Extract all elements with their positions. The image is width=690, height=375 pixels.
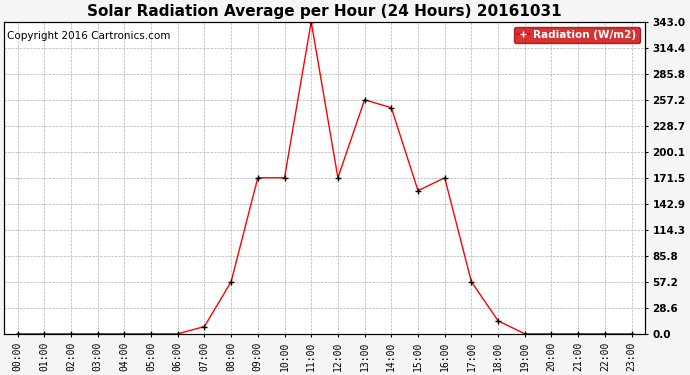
Text: Copyright 2016 Cartronics.com: Copyright 2016 Cartronics.com	[8, 31, 170, 41]
Title: Solar Radiation Average per Hour (24 Hours) 20161031: Solar Radiation Average per Hour (24 Hou…	[87, 4, 562, 19]
Legend: Radiation (W/m2): Radiation (W/m2)	[513, 27, 640, 43]
